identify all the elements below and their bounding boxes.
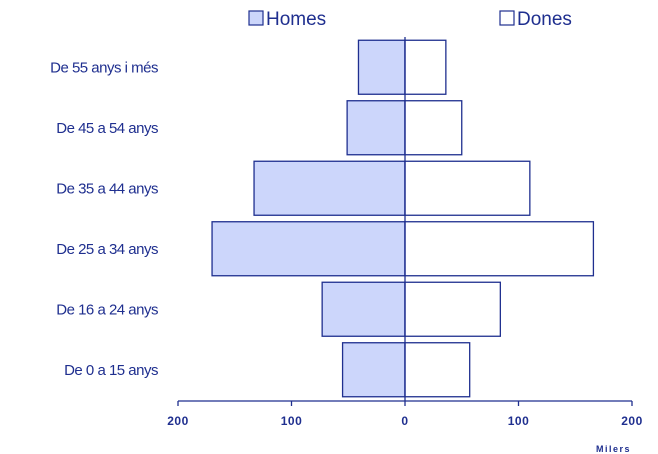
bar-homes-de-25-a-34-anys [211, 221, 406, 277]
bar-homes-de-45-a-54-anys [346, 100, 406, 156]
category-labels: De 55 anys i més De 45 a 54 anys De 35 a 4… [50, 59, 158, 379]
legend-swatch-dones [499, 10, 515, 26]
bar-homes-de-55-anys-i-mes [357, 39, 406, 95]
x-tick-label: 100 [281, 414, 303, 428]
x-tick-label: 200 [167, 414, 189, 428]
bar-dones-de-16-a-24-anys [404, 281, 501, 337]
legend-label-homes: Homes [266, 9, 326, 30]
bars [211, 39, 595, 398]
bar-dones-de-45-a-54-anys [404, 100, 463, 156]
bar-dones-de-35-a-44-anys [404, 160, 531, 216]
x-tick-label: 100 [508, 414, 530, 428]
x-axis: 200 100 0 100 200 [167, 37, 643, 428]
bar-homes-de-0-a-15-anys [341, 342, 406, 398]
category-label: De 25 a 34 anys [56, 241, 158, 258]
bar-homes-de-16-a-24-anys [321, 281, 406, 337]
bar-dones-de-25-a-34-anys [404, 221, 595, 277]
legend-swatch-homes [248, 10, 264, 26]
bar-dones-de-55-anys-i-mes [404, 39, 447, 95]
category-label: De 45 a 54 anys [56, 120, 158, 137]
category-label: De 35 a 44 anys [56, 180, 158, 197]
legend-label-dones: Dones [517, 9, 572, 30]
bar-homes-de-35-a-44-anys [253, 160, 406, 216]
category-label: De 16 a 24 anys [56, 301, 158, 318]
x-tick-label: 0 [401, 414, 408, 428]
x-tick-label: 200 [621, 414, 643, 428]
legend: Homes Dones [248, 9, 572, 30]
category-label: De 0 a 15 anys [64, 362, 158, 379]
bar-dones-de-0-a-15-anys [404, 342, 471, 398]
x-axis-unit-label: Milers [596, 444, 631, 454]
category-label: De 55 anys i més [50, 59, 158, 76]
